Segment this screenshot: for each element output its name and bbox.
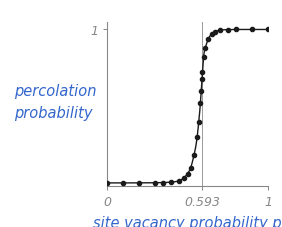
Point — [225, 29, 230, 32]
Point — [200, 71, 205, 75]
X-axis label: site vacancy probability p: site vacancy probability p — [93, 215, 282, 227]
Point — [199, 90, 203, 93]
Point — [137, 181, 142, 185]
Point — [185, 172, 190, 176]
Point — [195, 136, 199, 139]
Point — [169, 180, 174, 184]
Text: percolation: percolation — [14, 83, 97, 98]
Point — [206, 38, 211, 41]
Point — [121, 181, 125, 185]
Point — [200, 77, 204, 81]
Point — [177, 179, 182, 183]
Point — [250, 29, 254, 32]
Point — [161, 181, 166, 185]
Point — [188, 166, 193, 170]
Point — [209, 33, 214, 37]
Point — [153, 181, 158, 185]
Point — [266, 29, 270, 32]
Point — [203, 47, 208, 50]
Point — [198, 102, 203, 106]
Text: probability: probability — [14, 106, 92, 121]
Point — [192, 154, 196, 157]
Point — [217, 29, 222, 33]
Point — [213, 31, 217, 35]
Point — [233, 29, 238, 32]
Point — [197, 120, 201, 124]
Point — [105, 181, 109, 185]
Point — [182, 176, 187, 180]
Point — [201, 56, 206, 60]
